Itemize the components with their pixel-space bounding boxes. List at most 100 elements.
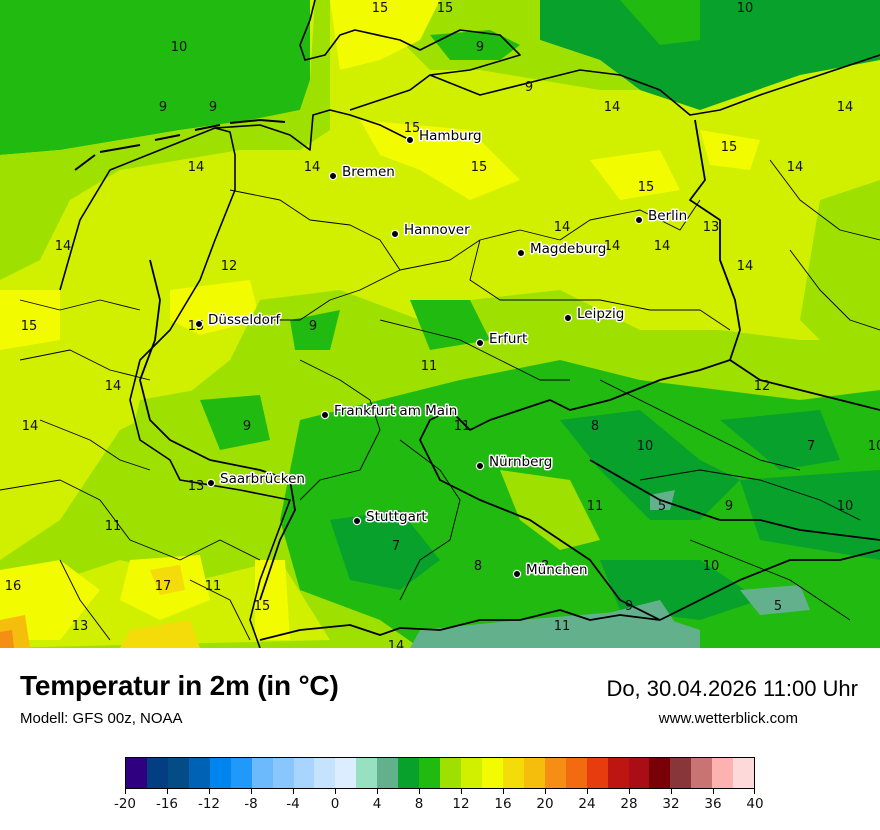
colorbar-segment <box>461 758 482 788</box>
map-footer: Temperatur in 2m (in °C) Modell: GFS 00z… <box>0 648 880 830</box>
colorbar-segment <box>712 758 734 788</box>
contour-label: 11 <box>587 499 604 514</box>
colorbar-tick-label: 32 <box>662 796 680 812</box>
contour-label: 14 <box>554 220 571 235</box>
colorbar-tick-label: 24 <box>578 796 596 812</box>
city-marker: Bremen <box>328 163 396 182</box>
contour-label: 15 <box>471 160 488 175</box>
contour-label: 9 <box>525 80 533 95</box>
colorbar-segment <box>628 758 650 788</box>
city-label: Saarbrücken <box>220 471 305 487</box>
contour-label: 16 <box>5 579 22 594</box>
colorbar-tick-label: -16 <box>155 796 179 812</box>
colorbar-tick-label: 4 <box>372 796 382 812</box>
colorbar-segment <box>335 758 357 788</box>
city-label: Frankfurt am Main <box>334 403 457 419</box>
colorbar-tick <box>629 789 630 794</box>
contour-label: 9 <box>725 499 733 514</box>
contour-label: 17 <box>155 579 172 594</box>
contour-label: 14 <box>737 259 754 274</box>
contour-label: 14 <box>388 639 405 648</box>
contour-label: 12 <box>754 379 771 394</box>
city-dot-icon <box>475 461 485 471</box>
city-marker: Nürnberg <box>475 453 554 472</box>
city-marker: Erfurt <box>475 330 529 349</box>
colorbar-tick <box>335 789 336 794</box>
website-link[interactable]: www.wetterblick.com <box>658 710 798 727</box>
colorbar-segment <box>398 758 420 788</box>
contour-label: 9 <box>309 319 317 334</box>
colorbar-segment <box>293 758 315 788</box>
colorbar-tick-label: 36 <box>704 796 722 812</box>
city-dot-icon <box>634 215 644 225</box>
contour-label: 13 <box>72 619 89 634</box>
colorbar-tick <box>587 789 588 794</box>
contour-label: 8 <box>541 559 549 574</box>
colorbar-segment <box>188 758 210 788</box>
city-dot-icon <box>352 516 362 526</box>
colorbar-segment <box>481 758 503 788</box>
colorbar-tick-label: -12 <box>197 796 221 812</box>
city-dot-icon <box>206 478 216 488</box>
colorbar-segment <box>167 758 189 788</box>
colorbar-tick <box>461 789 462 794</box>
city-dot-icon <box>563 313 573 323</box>
contour-label: 13 <box>703 220 720 235</box>
city-label: Bremen <box>342 164 395 180</box>
city-marker: Magdeburg <box>516 240 608 259</box>
colorbar-tick-label: -8 <box>244 796 258 812</box>
contour-label: 14 <box>604 239 621 254</box>
city-dot-icon <box>405 135 415 145</box>
contour-label: 11 <box>421 359 438 374</box>
contour-label: 15 <box>638 180 655 195</box>
city-label: Düsseldorf <box>208 312 281 328</box>
colorbar-tick <box>209 789 210 794</box>
colorbar-tick-label: 12 <box>452 796 470 812</box>
colorbar-tick-label: 40 <box>746 796 764 812</box>
colorbar-tick <box>167 789 168 794</box>
city-label: Stuttgart <box>366 509 427 525</box>
contour-label: 5 <box>658 499 666 514</box>
colorbar-segment <box>272 758 294 788</box>
city-dot-icon <box>516 248 526 258</box>
city-dot-icon <box>320 410 330 420</box>
city-label: Nürnberg <box>489 454 552 470</box>
contour-label: 10 <box>868 439 880 454</box>
colorbar-tick-label: 16 <box>494 796 512 812</box>
colorbar-tick-label: -4 <box>286 796 300 812</box>
map-canvas: 15 15 10 10 9 9 9 9 14 14 15 15 14 14 15 14 15 14 13 14 14 14… <box>0 0 880 648</box>
colorbar-tick <box>419 789 420 794</box>
colorbar-segment <box>419 758 441 788</box>
contour-label: 11 <box>105 519 122 534</box>
contour-label: 7 <box>392 539 400 554</box>
city-marker: Stuttgart <box>352 508 428 527</box>
colorbar-tick <box>754 789 755 794</box>
city-marker: Düsseldorf <box>194 311 283 330</box>
temperature-colorbar <box>125 757 755 789</box>
contour-label: 14 <box>188 160 205 175</box>
colorbar-segment <box>565 758 587 788</box>
colorbar-tick <box>251 789 252 794</box>
colorbar-segment <box>544 758 566 788</box>
city-dot-icon <box>512 569 522 579</box>
colorbar-ticks: -20 -16 -12 -8 -4 0 4 8 12 16 20 24 28 32 36 40 <box>114 789 764 819</box>
colorbar-segment <box>586 758 608 788</box>
contour-label: 8 <box>591 419 599 434</box>
city-label: Berlin <box>648 208 687 224</box>
city-dot-icon <box>328 171 338 181</box>
colorbar-tick <box>713 789 714 794</box>
city-marker: Saarbrücken <box>206 470 306 489</box>
contour-label: 10 <box>837 499 854 514</box>
contour-label: 15 <box>372 1 389 16</box>
contour-label: 14 <box>604 100 621 115</box>
city-label: Hannover <box>404 222 470 238</box>
temperature-map: 15 15 10 10 9 9 9 9 14 14 15 15 14 14 15 14 15 14 13 14 14 14… <box>0 0 880 649</box>
map-title: Temperatur in 2m (in °C) <box>20 670 339 701</box>
colorbar-tick <box>125 789 126 794</box>
colorbar-tick-label: 28 <box>620 796 638 812</box>
colorbar-tick <box>293 789 294 794</box>
contour-label: 14 <box>55 239 72 254</box>
contour-label: 10 <box>737 1 754 16</box>
colorbar-tick <box>377 789 378 794</box>
colorbar-tick-label: 8 <box>414 796 424 812</box>
